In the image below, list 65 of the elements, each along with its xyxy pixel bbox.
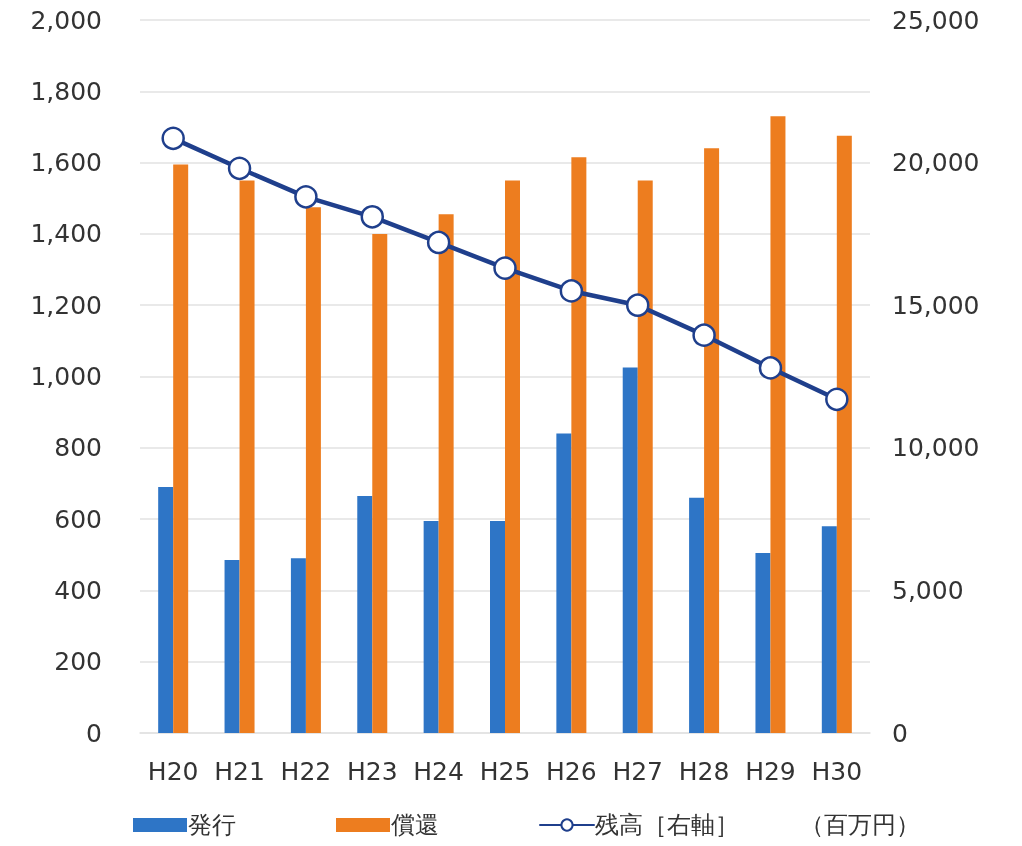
point (626, 293, 650, 317)
x-tick-label: H21 (214, 757, 265, 786)
bar (239, 180, 255, 733)
bar (704, 148, 720, 733)
x-tick-label: H24 (413, 757, 464, 786)
y-tick-label: 2,000 (30, 5, 102, 35)
y2-tick-label: 5,000 (892, 575, 964, 605)
bar (290, 558, 306, 733)
x-tick-label: H28 (678, 757, 730, 786)
bar (821, 526, 837, 733)
y-tick-label: 800 (54, 433, 102, 463)
bar (755, 552, 771, 733)
point (692, 323, 716, 347)
x-tick-label: H30 (811, 757, 863, 786)
bar (556, 433, 572, 733)
point (360, 205, 385, 229)
bar (423, 520, 439, 733)
x-tick-label: H25 (479, 757, 531, 786)
legend-label: 残高［右軸］ (595, 811, 739, 839)
x-tick-label: H20 (147, 757, 199, 786)
point (559, 279, 584, 303)
legend-label: 発行 (188, 811, 236, 839)
x-tick-label: H23 (346, 757, 398, 786)
point (758, 356, 783, 380)
y-tick-label: 200 (54, 647, 102, 677)
point (294, 185, 318, 209)
bar (372, 233, 388, 733)
y2-tick-label: 25,000 (892, 5, 980, 35)
bar (158, 487, 174, 733)
text: （百万円） (800, 811, 920, 839)
bar (305, 207, 321, 733)
point (825, 387, 849, 412)
x-tick-label: H29 (745, 757, 796, 786)
legend-label: 償還 (391, 811, 439, 839)
bar (571, 157, 587, 733)
y-tick-label: 400 (54, 575, 102, 605)
bar (173, 164, 189, 733)
bar (637, 180, 653, 733)
y-tick-label: 0 (86, 718, 102, 748)
bar (622, 367, 638, 733)
bar (357, 495, 373, 733)
y2-tick-label: 15,000 (892, 290, 980, 320)
y-tick-label: 1,000 (30, 362, 102, 391)
bar (505, 180, 520, 733)
bar (438, 214, 454, 733)
bar (490, 520, 505, 733)
y-tick-label: 1,400 (30, 219, 102, 249)
point (426, 230, 451, 255)
x-tick-label: H27 (612, 757, 664, 786)
x-tick-label: H26 (546, 757, 597, 786)
y2-tick-label: 10,000 (892, 433, 980, 463)
x-tick-label: H22 (280, 757, 332, 786)
point (493, 256, 517, 280)
y-tick-label: 600 (54, 504, 102, 534)
point (227, 156, 252, 181)
bar (770, 116, 786, 733)
y-tick-label: 1,600 (30, 148, 102, 178)
y-tick-label: 1,800 (30, 76, 102, 106)
bar (836, 135, 852, 733)
y2-tick-label: 20,000 (892, 148, 980, 178)
y2-tick-label: 0 (892, 718, 908, 748)
bar (689, 497, 705, 733)
y-tick-label: 1,200 (30, 290, 102, 320)
point (161, 126, 185, 151)
bar (224, 560, 240, 733)
